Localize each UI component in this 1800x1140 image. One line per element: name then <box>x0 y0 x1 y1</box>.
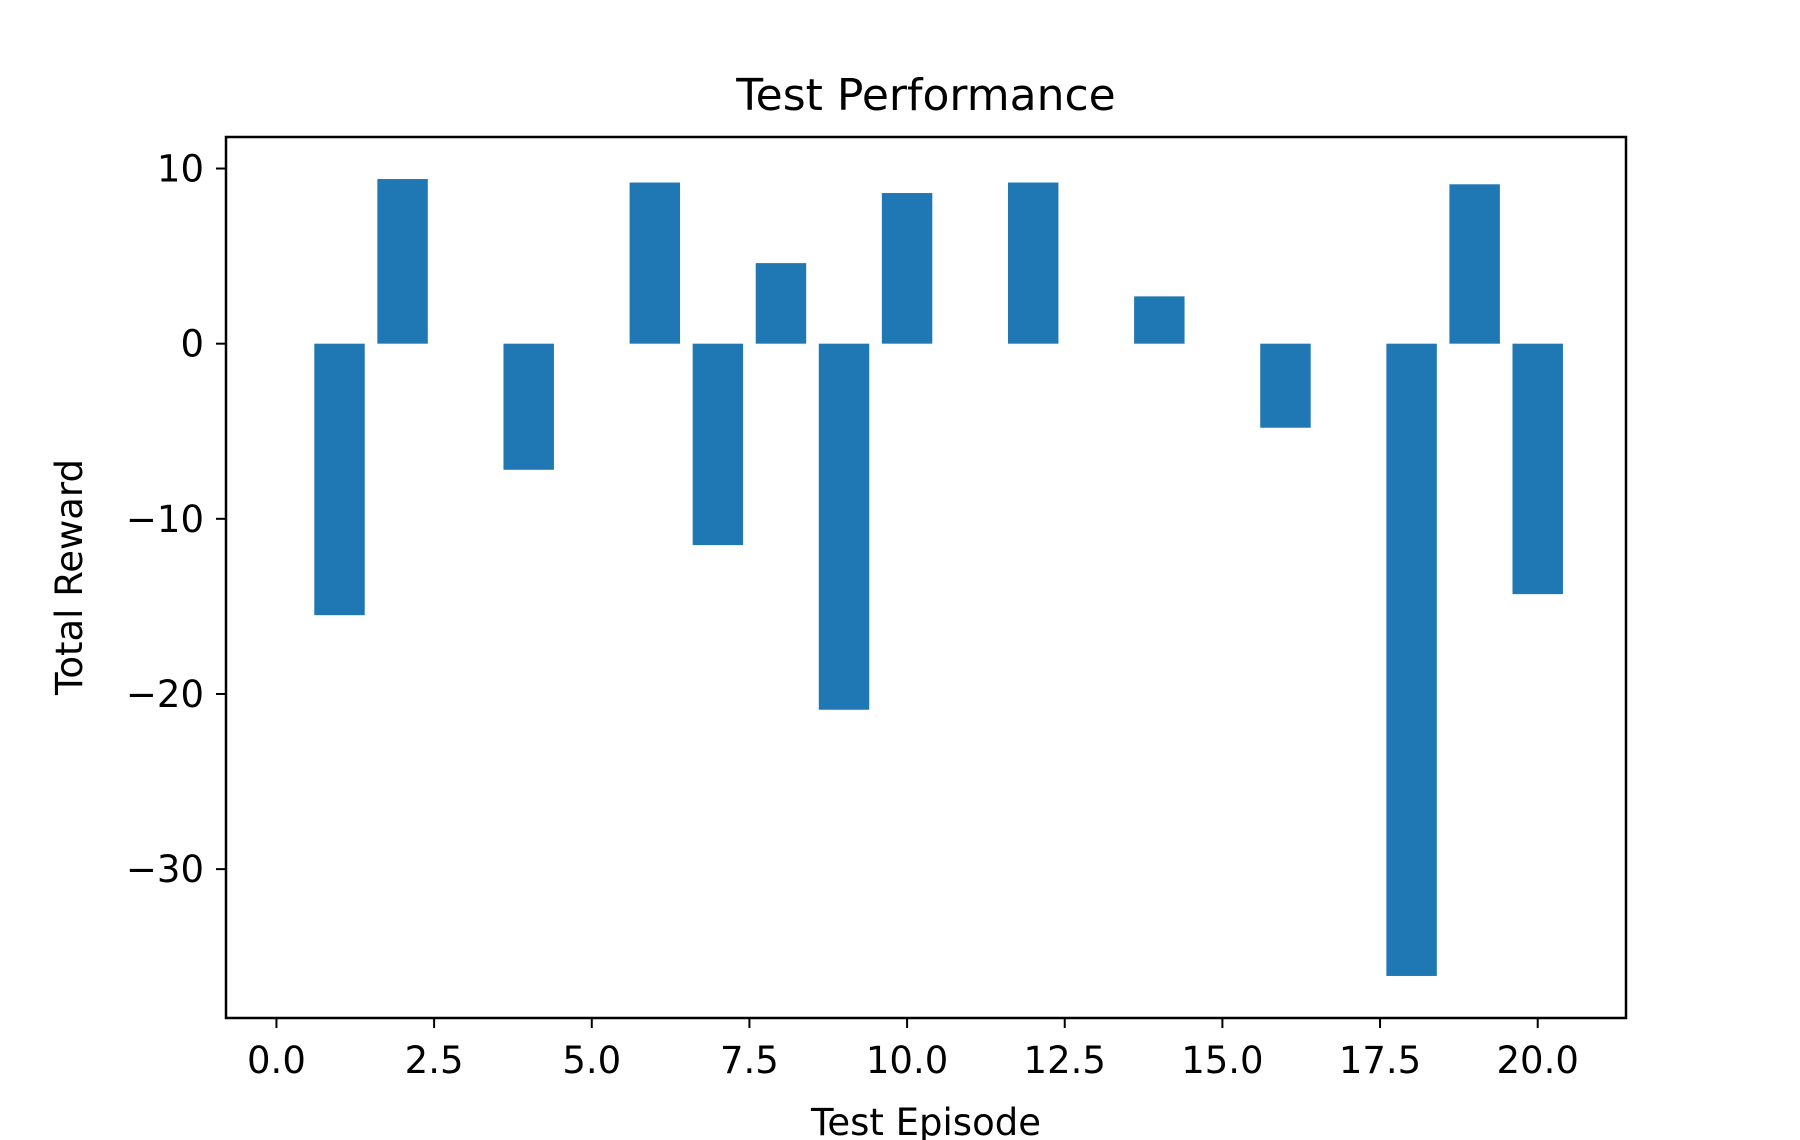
y-tick-label: −10 <box>126 498 204 541</box>
chart-title: Test Performance <box>735 70 1115 121</box>
y-tick-label: 0 <box>180 323 204 366</box>
bars-group <box>314 179 1563 976</box>
bar-episode-14 <box>1134 296 1185 344</box>
y-axis-ticks: 10 0 −10 −20 −30 <box>126 148 226 891</box>
bar-episode-8 <box>755 263 807 344</box>
plot-frame <box>224 135 1628 1020</box>
bar-episode-16 <box>1260 343 1311 428</box>
x-tick-label: 17.5 <box>1339 1039 1421 1082</box>
y-axis-label: Total Reward <box>48 459 91 696</box>
x-tick-label: 20.0 <box>1497 1039 1579 1082</box>
bar-episode-20 <box>1512 343 1563 595</box>
bar-episode-4 <box>503 343 554 470</box>
bar-episode-19 <box>1449 184 1500 344</box>
x-tick-label: 10.0 <box>866 1039 948 1082</box>
bar-episode-12 <box>1007 182 1059 344</box>
bar-episode-6 <box>629 182 681 344</box>
x-tick-label: 12.5 <box>1024 1039 1106 1082</box>
bar-episode-7 <box>692 343 744 546</box>
x-tick-label: 5.0 <box>562 1039 621 1082</box>
bar-episode-9 <box>818 343 870 710</box>
bar-episode-2 <box>377 179 428 344</box>
bar-episode-1 <box>314 343 365 616</box>
y-tick-label: −30 <box>126 848 204 891</box>
x-tick-label: 0.0 <box>247 1039 306 1082</box>
bar-episode-18 <box>1386 343 1437 976</box>
x-axis-label: Test Episode <box>810 1101 1041 1140</box>
x-tick-label: 2.5 <box>405 1039 464 1082</box>
x-axis-ticks: 0.0 2.5 5.0 7.5 10.0 12.5 15.0 17.5 20.0 <box>247 1018 1579 1082</box>
y-tick-label: −20 <box>126 673 204 716</box>
bar-episode-10 <box>881 193 933 344</box>
x-tick-label: 7.5 <box>720 1039 779 1082</box>
x-tick-label: 15.0 <box>1181 1039 1263 1082</box>
y-tick-label: 10 <box>157 148 204 191</box>
